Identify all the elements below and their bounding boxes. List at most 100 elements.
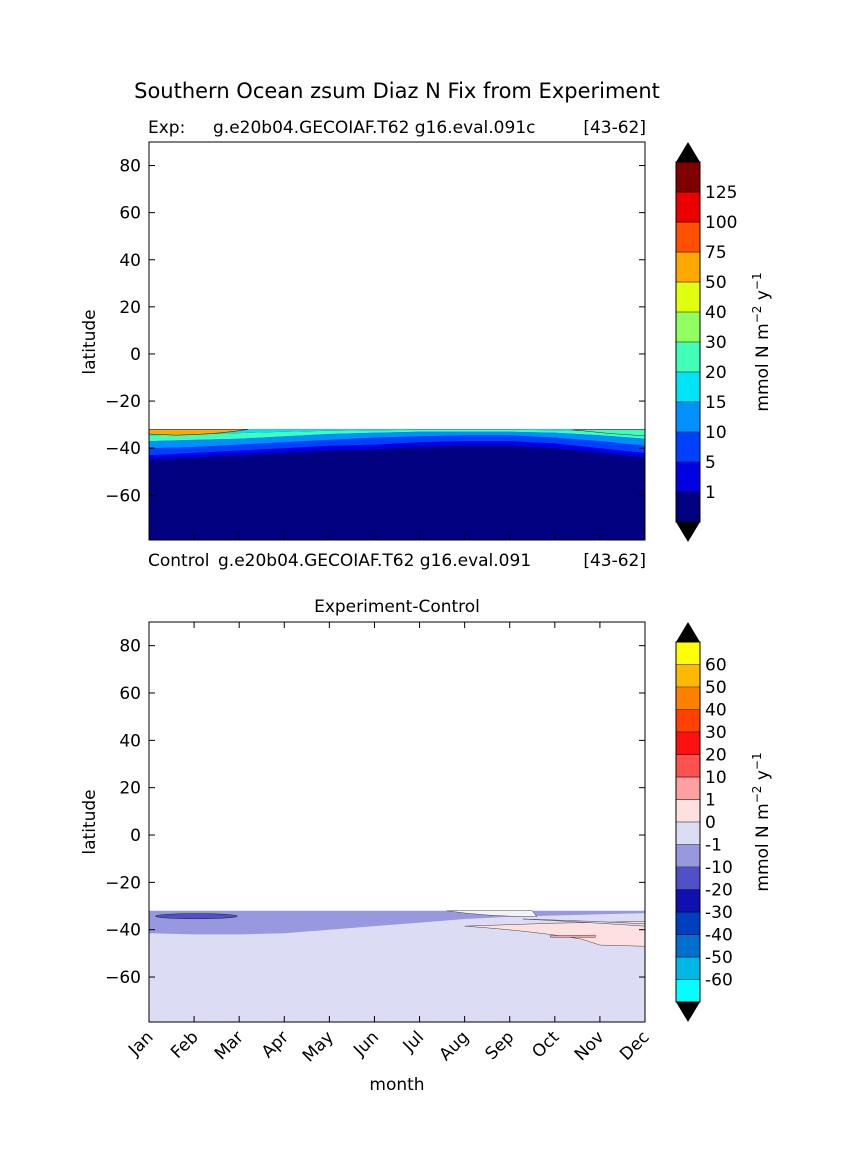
- colorbar-label: mmol N m−2 y−1: [750, 272, 773, 411]
- top-y-axis-label: latitude: [80, 309, 100, 374]
- colorbar-level-label: 125: [705, 183, 737, 203]
- colorbar-swatch: [676, 777, 700, 800]
- colorbar-swatch: [676, 687, 700, 710]
- top-y-ticks: 80 60 40 20 0 −20 −40 −60: [105, 157, 646, 540]
- figure-title: Southern Ocean zsum Diaz N Fix from Expe…: [134, 79, 660, 103]
- y-tick-label: 0: [130, 826, 141, 846]
- y-tick-label: 40: [119, 731, 141, 751]
- colorbar-level-label: 50: [705, 678, 727, 698]
- top-subtitle-left: Exp:: [148, 118, 185, 138]
- y-tick-label: −40: [105, 439, 141, 459]
- colorbar-level-label: -40: [705, 926, 733, 946]
- x-tick-label: Apr: [258, 1027, 293, 1062]
- bottom-y-axis-label: latitude: [80, 789, 100, 854]
- colorbar-level-label: 20: [705, 746, 727, 766]
- control-subtitle-right: [43-62]: [583, 551, 646, 571]
- contour-band-20-30: [149, 429, 645, 442]
- colorbar-level-label: -50: [705, 948, 733, 968]
- colorbar-swatch: [676, 642, 700, 665]
- colorbar-label-mid: y: [753, 290, 773, 305]
- colorbar-swatch: [676, 492, 700, 523]
- colorbar-label: mmol N m−2 y−1: [750, 752, 773, 891]
- top-contour-fills: [148, 429, 646, 540]
- top-plot-frame: [148, 141, 646, 541]
- contour-band-15-20: [149, 429, 645, 436]
- contour-band-10-15: [149, 431, 645, 449]
- y-tick-label: 20: [119, 779, 141, 799]
- colorbar-swatch: [676, 867, 700, 890]
- y-tick-label: −60: [105, 968, 141, 988]
- colorbar-level-label: -60: [705, 971, 733, 991]
- colorbar-swatch: [676, 312, 700, 343]
- colorbar-swatch: [676, 934, 700, 958]
- y-tick-label: −40: [105, 921, 141, 941]
- contour-patch-neg20-neg10: [155, 913, 238, 920]
- colorbar-label-mid: y: [753, 770, 773, 785]
- bottom-contour-panel: 80 60 40 20 0 −20 −40 −60 Jan Feb Mar Apr May Jun Jul…: [105, 621, 654, 1066]
- colorbar-swatch: [676, 432, 700, 463]
- colorbar-swatch: [676, 222, 700, 253]
- y-tick-label: 60: [119, 204, 141, 224]
- x-tick-label: Jan: [124, 1027, 157, 1060]
- colorbar-swatch: [676, 402, 700, 433]
- colorbar-level-label: 30: [705, 333, 727, 353]
- colorbar-swatch: [676, 342, 700, 373]
- colorbar-level-label: 60: [705, 656, 727, 676]
- contour-band-5-10: [149, 435, 645, 456]
- colorbar-swatch: [676, 372, 700, 403]
- colorbar-swatch: [676, 462, 700, 493]
- x-tick-label: May: [299, 1027, 338, 1066]
- colorbar-level-label: 50: [705, 273, 727, 293]
- colorbar-level-label: 0: [705, 813, 716, 833]
- colorbar-level-label: 30: [705, 723, 727, 743]
- top-subtitle-center: g.e20b04.GECOIAF.T62 g16.eval.091c: [213, 118, 535, 138]
- colorbar-level-label: 75: [705, 243, 727, 263]
- bottom-panel-title: Experiment-Control: [314, 597, 480, 617]
- colorbar-swatch: [676, 709, 700, 733]
- control-subtitle-left: Control: [148, 551, 209, 571]
- colorbar-level-label: 40: [705, 303, 727, 323]
- bottom-plot-frame: [148, 621, 646, 1023]
- colorbar-level-label: 1: [705, 483, 716, 503]
- top-subtitle-right: [43-62]: [583, 118, 646, 138]
- y-tick-label: 40: [119, 251, 141, 271]
- x-tick-label: Jun: [349, 1027, 383, 1061]
- contour-band-1-5: [149, 441, 645, 460]
- colorbar-level-label: 5: [705, 453, 716, 473]
- contour-patch-50-75: [148, 429, 249, 436]
- colorbar-extend-max: [676, 142, 700, 162]
- colorbar-level-label: -30: [705, 903, 733, 923]
- y-tick-label: −60: [105, 486, 141, 506]
- colorbar-level-label: 15: [705, 393, 727, 413]
- colorbar-label-main: mmol N m: [753, 803, 773, 891]
- colorbar-swatch: [676, 957, 700, 980]
- colorbar-level-label: 10: [705, 423, 727, 443]
- bottom-x-axis-label: month: [369, 1075, 424, 1095]
- y-tick-label: 20: [119, 298, 141, 318]
- top-contour-panel: 80 60 40 20 0 −20 −40 −60: [105, 141, 646, 541]
- colorbar-swatch: [676, 754, 700, 778]
- colorbar-swatch: [676, 912, 700, 935]
- colorbar-swatch: [676, 889, 700, 913]
- bottom-contour-fills: [149, 910, 646, 1022]
- colorbar-level-label: -20: [705, 881, 733, 901]
- colorbar-level-label: 1: [705, 791, 716, 811]
- colorbar-swatch: [676, 799, 700, 823]
- contour-patch-1-10: [550, 934, 596, 938]
- contour-patch-aug: [446, 910, 538, 917]
- colorbar-label-exp1: −2: [750, 786, 764, 804]
- y-tick-label: 80: [119, 637, 141, 657]
- x-tick-label: Mar: [211, 1027, 248, 1064]
- colorbar-label-main: mmol N m: [753, 323, 773, 411]
- x-tick-label: Nov: [571, 1027, 609, 1065]
- x-tick-label: Sep: [481, 1027, 518, 1064]
- contour-band-lt1: [149, 429, 645, 540]
- contour-band-neg1-0: [149, 910, 645, 1022]
- colorbar-swatch: [676, 664, 700, 688]
- control-subtitle-center: g.e20b04.GECOIAF.T62 g16.eval.091: [218, 551, 531, 571]
- colorbar-swatch: [676, 162, 700, 193]
- colorbar-swatch: [676, 822, 700, 845]
- colorbar-swatch: [676, 252, 700, 283]
